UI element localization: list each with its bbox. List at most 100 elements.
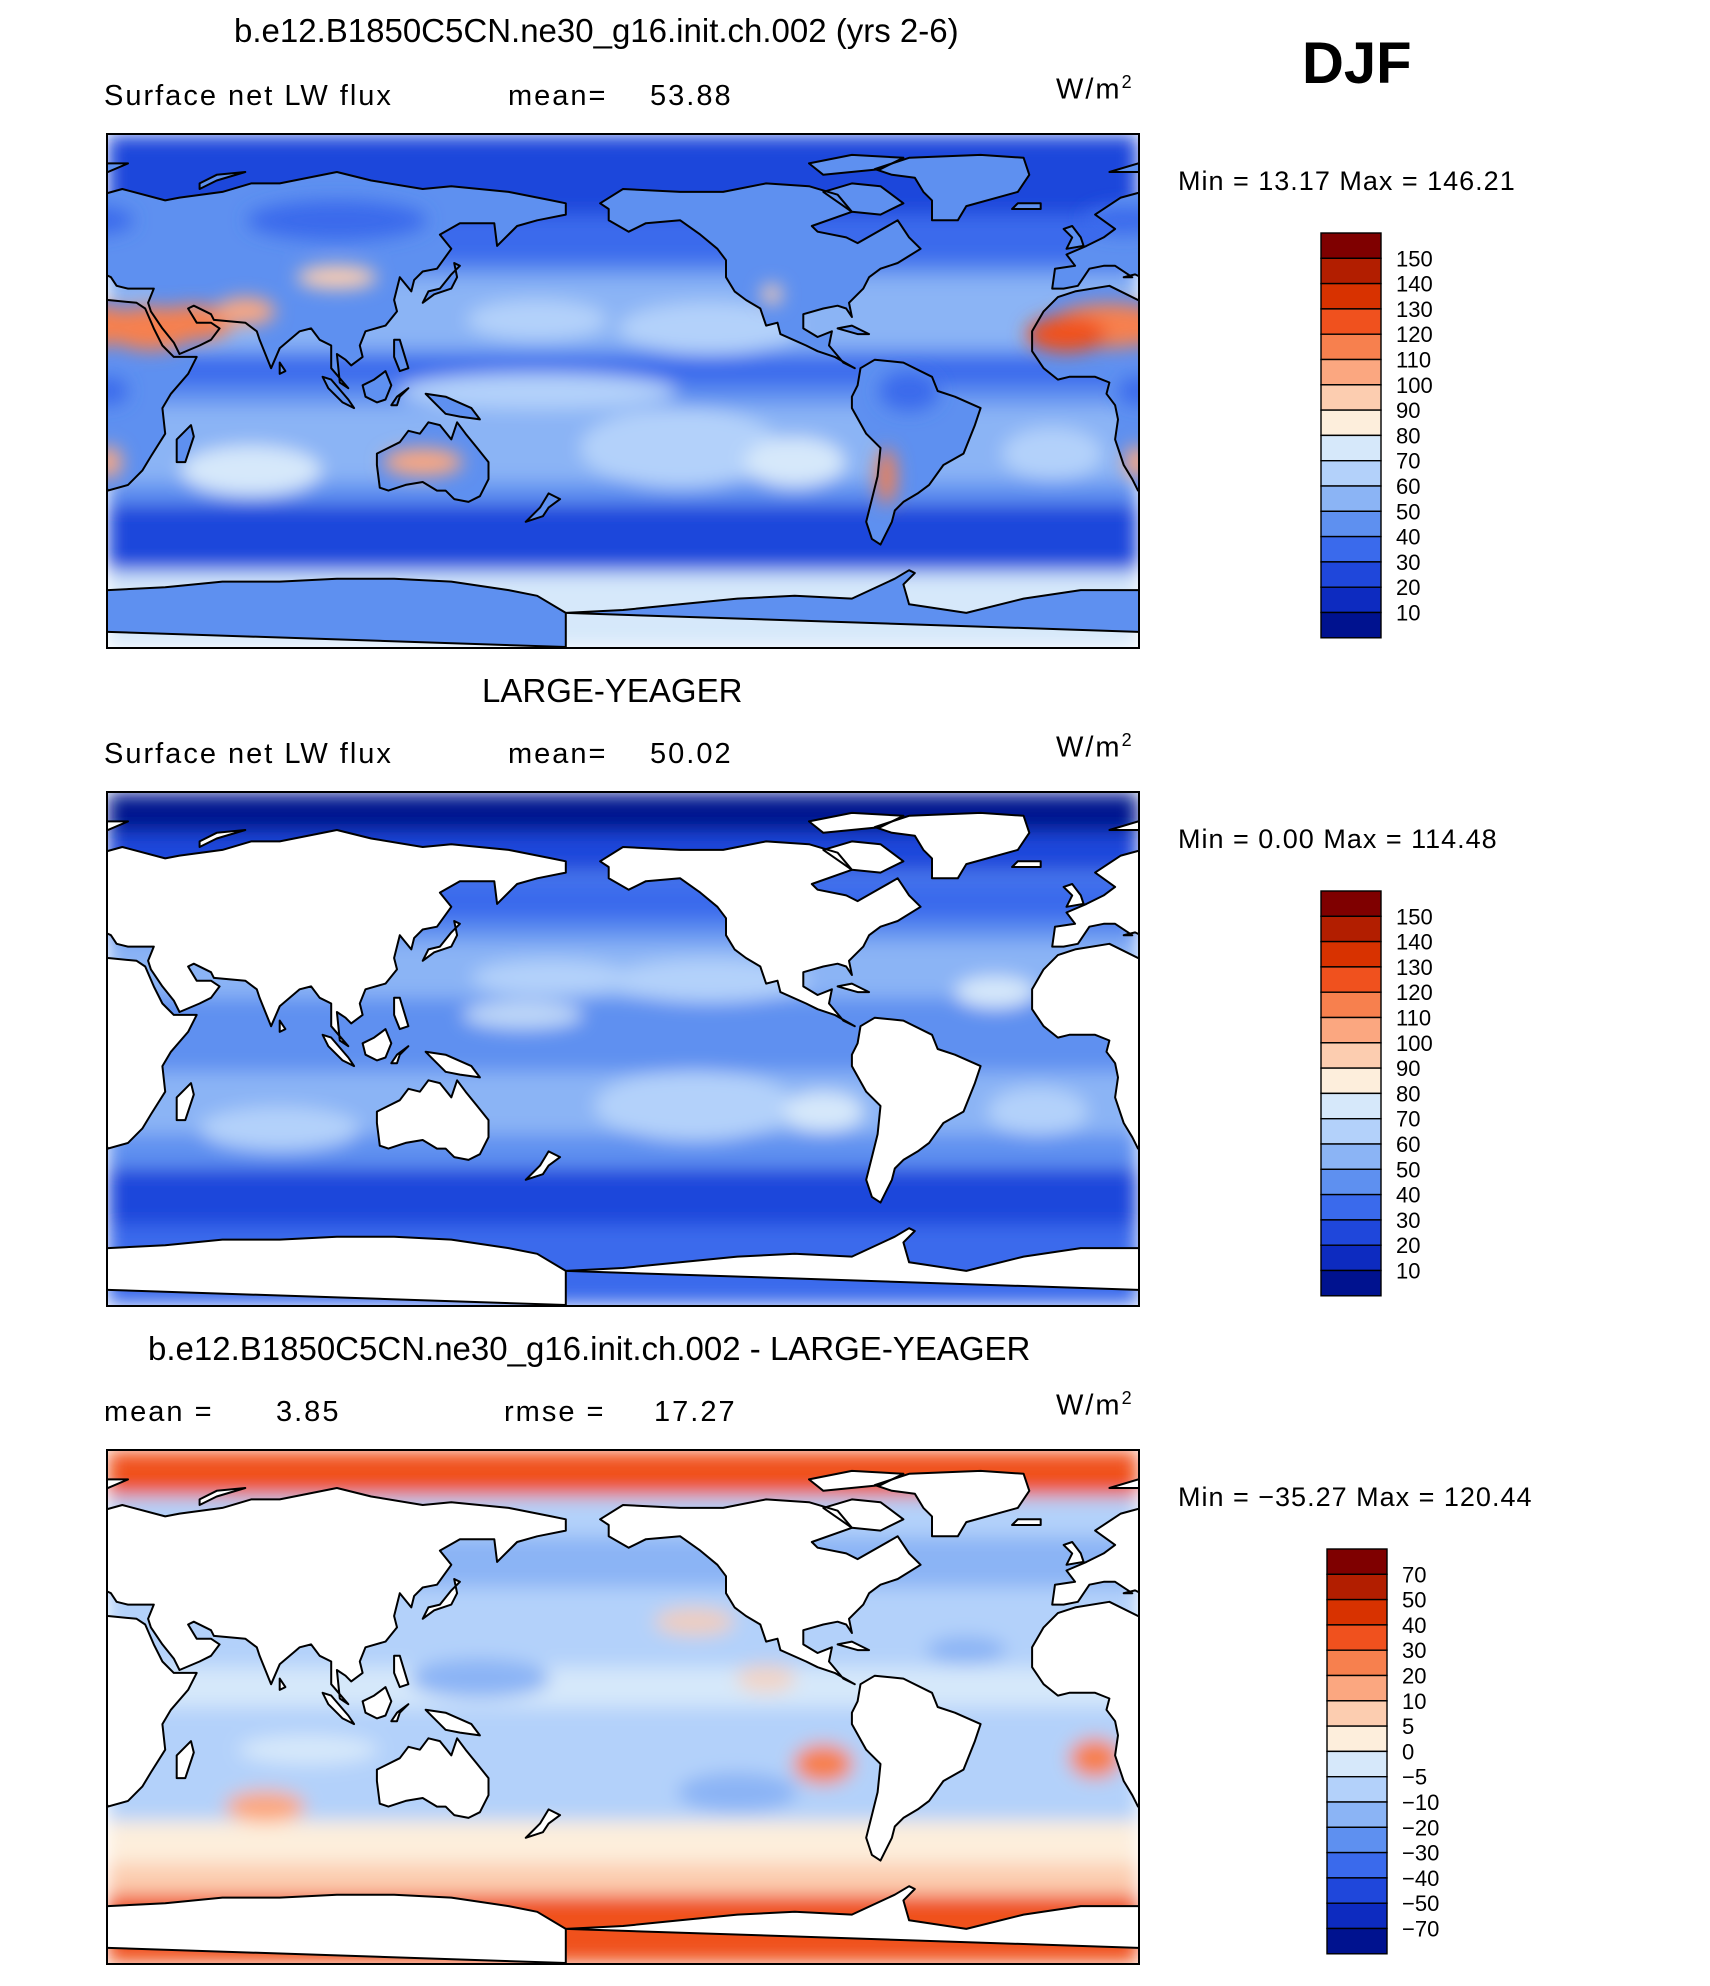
landmass-antarctica — [564, 1885, 1138, 1949]
panel1-map — [106, 133, 1140, 649]
field-blob — [467, 299, 608, 340]
colorbar-swatch — [1320, 940, 1382, 968]
landmass-sulawesi — [390, 1703, 410, 1723]
panel3-mean-label: mean = — [104, 1396, 214, 1428]
colorbar-label: 30 — [1396, 550, 1420, 575]
landmass-ellesmere — [809, 154, 904, 175]
field-blob — [462, 1000, 583, 1029]
landmass-africa — [1031, 284, 1138, 492]
landmass-philippines — [393, 1654, 410, 1689]
landmass-sumatra — [321, 375, 356, 410]
colorbar-swatch — [1320, 485, 1382, 512]
colorbar-swatch — [1320, 384, 1382, 411]
landmass-cuba — [836, 982, 871, 994]
colorbar-swatch — [1326, 1775, 1388, 1803]
landmass-newguinea — [424, 1708, 481, 1737]
field-blob — [580, 407, 781, 488]
colorbar-swatch — [1326, 1598, 1388, 1626]
landmass-madagascar — [176, 1083, 194, 1121]
landmass-eurasia — [108, 830, 566, 1047]
colorbar-swatch — [1320, 1219, 1382, 1246]
landmass-greenland — [873, 811, 1031, 880]
colorbar-swatch — [1320, 358, 1382, 386]
field-blob — [987, 1087, 1088, 1136]
landmass-antarctica — [565, 1886, 1138, 1948]
panel2-colorbar: 150 140 130 120 110 100 90 80 70 60 50 40 30 20 10 — [1320, 890, 1480, 1299]
colorbar-label: 110 — [1396, 348, 1431, 373]
landmass-newzealand — [524, 1150, 562, 1181]
landmass-sumatra — [322, 1692, 355, 1725]
colorbar-label: 120 — [1396, 980, 1433, 1005]
landmass-antarctica — [108, 1235, 567, 1305]
colorbar-label: 40 — [1396, 1183, 1420, 1208]
landmass-southAmerica — [851, 1675, 981, 1861]
landmass-sulawesi — [391, 388, 409, 406]
colorbar-swatch — [1326, 1573, 1388, 1601]
field-blob — [181, 445, 322, 496]
colorbar-swatch — [1320, 1016, 1382, 1044]
landmass-sumatra — [322, 1034, 355, 1067]
landmass-srilanka — [278, 1019, 287, 1033]
colorbar-label: −70 — [1402, 1917, 1439, 1942]
colorbar-label: 70 — [1402, 1562, 1426, 1587]
field-blob — [215, 297, 276, 326]
landmass-ellesmere — [808, 153, 905, 176]
colorbar-label: 80 — [1396, 423, 1420, 448]
landmass-borneo — [362, 371, 392, 403]
panel1-title: b.e12.B1850C5CN.ne30_g16.init.ch.002 (yr… — [234, 12, 959, 49]
colorbar-label: 70 — [1396, 1107, 1420, 1132]
colorbar-swatch — [1320, 232, 1382, 259]
colorbar-swatch — [1320, 1067, 1382, 1095]
landmass-baffin — [823, 183, 904, 215]
colorbar-label: 50 — [1396, 499, 1420, 524]
landmass-borneo — [362, 1029, 392, 1061]
colorbar-swatch — [1326, 1725, 1388, 1753]
colorbar-label: 30 — [1402, 1638, 1426, 1663]
colorbar-label: 5 — [1402, 1714, 1414, 1739]
colorbar-label: −50 — [1402, 1891, 1439, 1916]
landmass-borneo — [362, 1687, 392, 1719]
field-blob — [783, 1091, 864, 1132]
landmass-uk — [1063, 1542, 1084, 1565]
colorbar-label: 60 — [1396, 1132, 1420, 1157]
colorbar-label: −40 — [1402, 1866, 1439, 1891]
landmass-northAmerica — [600, 841, 921, 1027]
landmass-iceland — [1011, 202, 1042, 210]
colorbar-label: 40 — [1396, 525, 1420, 550]
landmass-svalbard — [1108, 162, 1138, 173]
landmass-africa — [108, 956, 198, 1150]
colorbar-swatch — [1320, 434, 1382, 462]
field-blob — [654, 1607, 735, 1636]
field-blob — [108, 207, 134, 234]
colorbar-label: 10 — [1396, 1259, 1420, 1284]
colorbar-swatch — [1320, 1042, 1382, 1069]
landmass-cuba — [836, 1640, 871, 1652]
colorbar-swatch — [1326, 1927, 1388, 1955]
landmass-antarctica — [565, 1228, 1138, 1290]
landmass-africa — [108, 298, 198, 492]
landmass-madagascar — [176, 1741, 194, 1779]
colorbar-label: 130 — [1396, 955, 1433, 980]
landmass-japan — [422, 921, 460, 961]
colorbar-label: 90 — [1396, 398, 1420, 423]
landmass-novaya — [199, 172, 246, 189]
landmass-philippines — [393, 996, 410, 1031]
panel1-variable-label: Surface net LW flux — [104, 80, 393, 112]
colorbar-label: 100 — [1396, 1031, 1433, 1056]
panel3-mean-value: 3.85 — [276, 1396, 341, 1428]
field-blob — [608, 958, 809, 1003]
colorbar-label: 50 — [1396, 1157, 1420, 1182]
landmass-madagascar — [175, 1082, 195, 1122]
colorbar-swatch — [1320, 1143, 1382, 1170]
panel2-title: LARGE-YEAGER — [482, 672, 743, 709]
field-blob — [1118, 377, 1138, 405]
landmass-philippines — [393, 338, 410, 373]
colorbar-label: 60 — [1396, 474, 1420, 499]
colorbar-label: 10 — [1396, 601, 1420, 626]
landmass-uk — [1062, 1541, 1085, 1566]
landmass-northAmerica — [600, 183, 921, 369]
colorbar-swatch — [1320, 1269, 1382, 1297]
colorbar-swatch — [1320, 308, 1382, 335]
panel2-mean-label: mean= — [508, 738, 608, 770]
landmass-southAmerica — [850, 1674, 982, 1862]
